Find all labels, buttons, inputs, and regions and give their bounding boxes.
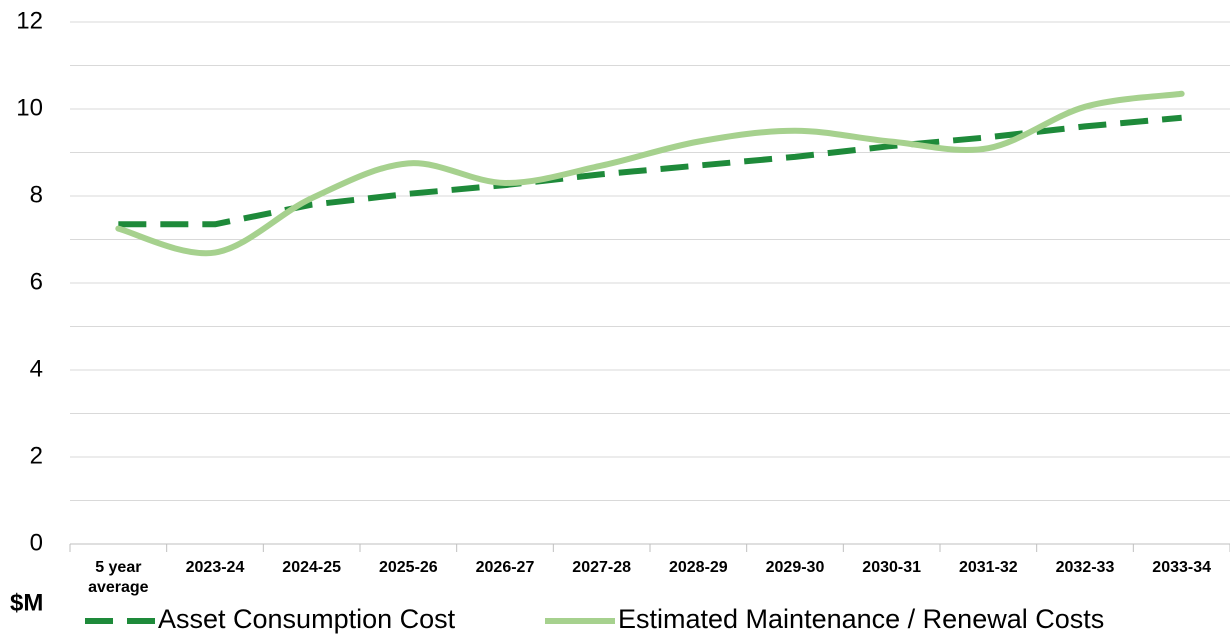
x-tick-label: 2033-34 [1152, 559, 1212, 576]
x-tick-label: 2029-30 [765, 559, 825, 576]
series-line [115, 90, 1185, 257]
legend-label: Estimated Maintenance / Renewal Costs [618, 604, 1104, 634]
y-tick-label: 10 [16, 94, 43, 121]
y-tick-label: 12 [16, 7, 43, 34]
y-axis-label: $M [10, 589, 43, 616]
x-tick-label: 2027-28 [572, 559, 632, 576]
x-tick-label: 2031-32 [958, 559, 1018, 576]
x-tick-label: 2023-24 [185, 559, 245, 576]
x-tick-label: 2030-31 [862, 559, 922, 576]
y-tick-label: 6 [30, 268, 43, 295]
y-tick-label: 8 [30, 181, 43, 208]
y-tick-label: 2 [30, 442, 43, 469]
x-tick-label: 2026-27 [475, 559, 535, 576]
x-tick-label: 2025-26 [378, 559, 438, 576]
x-tick-label: 2032-33 [1055, 559, 1115, 576]
x-tick-label: 2024-25 [282, 559, 342, 576]
x-tick-label: 2028-29 [668, 559, 728, 576]
y-tick-label: 0 [30, 529, 43, 556]
legend-label: Asset Consumption Cost [158, 604, 456, 634]
x-tick-label: 5 year average [88, 559, 149, 596]
y-tick-label: 4 [30, 355, 43, 382]
